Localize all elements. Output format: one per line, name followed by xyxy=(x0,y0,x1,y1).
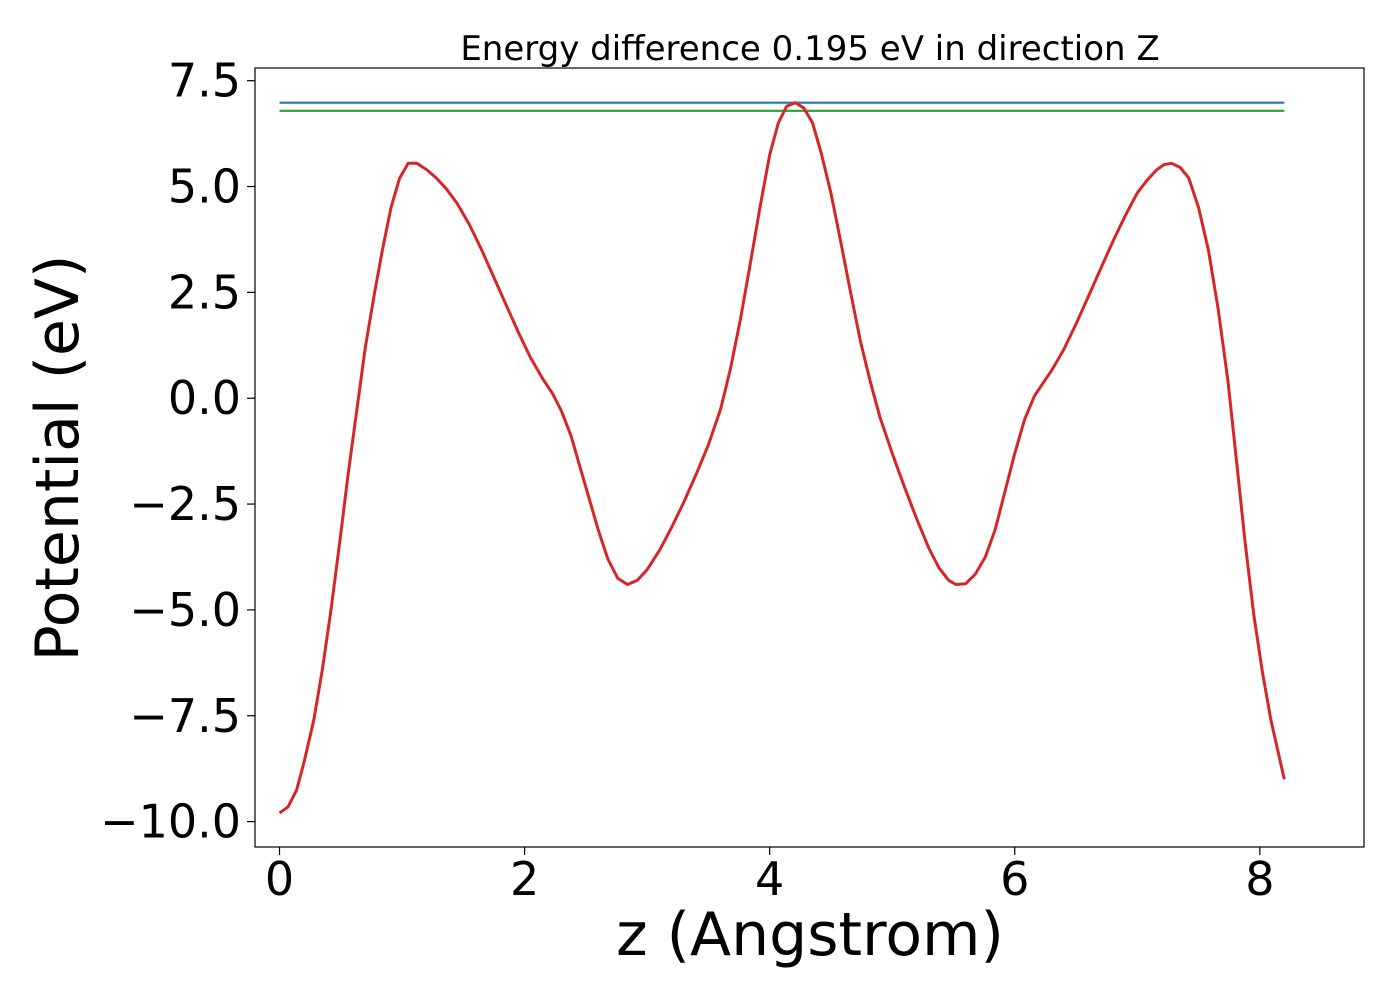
y-tick-label: 0.0 xyxy=(168,371,241,425)
series-layer xyxy=(278,101,1286,815)
y-tick-label: −2.5 xyxy=(129,477,241,531)
x-tick-label: 2 xyxy=(510,852,539,906)
x-axis-label: z (Angstrom) xyxy=(616,900,1004,970)
x-axis-ticks: 0 2 4 6 8 xyxy=(265,847,1274,906)
y-tick-label: −7.5 xyxy=(129,689,241,743)
x-tick-label: 0 xyxy=(265,852,294,906)
y-axis-ticks: −10.0 −7.5 −5.0 −2.5 0.0 2.5 5.0 7.5 xyxy=(100,54,255,849)
y-tick-label: 7.5 xyxy=(168,54,241,108)
x-tick-label: 8 xyxy=(1245,852,1274,906)
series-line-3 xyxy=(278,101,1286,815)
x-tick-label: 6 xyxy=(1000,852,1029,906)
y-axis-label: Potential (eV) xyxy=(23,255,93,662)
y-tick-label: 5.0 xyxy=(168,160,241,214)
chart-title: Energy difference 0.195 eV in direction … xyxy=(460,29,1159,69)
y-tick-label: −10.0 xyxy=(100,795,241,849)
y-tick-label: −5.0 xyxy=(129,583,241,637)
x-tick-label: 4 xyxy=(755,852,784,906)
y-tick-label: 2.5 xyxy=(168,265,241,319)
plot-frame xyxy=(254,67,1365,848)
